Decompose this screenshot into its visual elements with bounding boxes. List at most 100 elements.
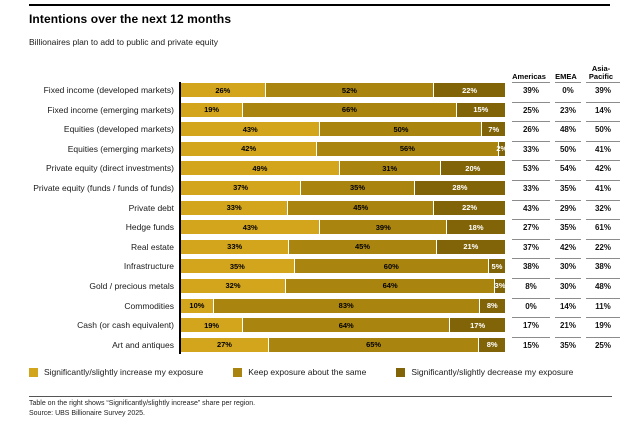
- bar-segment: 10%: [181, 298, 213, 313]
- bar-segment: 17%: [450, 318, 505, 333]
- region-value: 30%: [555, 277, 581, 294]
- bar-value-label: 35%: [349, 183, 365, 193]
- region-value: 50%: [555, 140, 581, 157]
- region-table-row: 17% 21% 19%: [512, 317, 620, 333]
- bar-value-label: 26%: [215, 85, 231, 95]
- bar-segment: 2%: [496, 141, 507, 156]
- bar-segment: 35%: [181, 259, 294, 274]
- region-value: 39%: [512, 82, 550, 98]
- bar-segment: 20%: [440, 161, 506, 176]
- region-table-row: 25% 23% 14%: [512, 101, 620, 118]
- bar-value-label: 39%: [375, 222, 391, 232]
- region-value: 19%: [586, 317, 620, 333]
- bar-value-label: 64%: [338, 320, 354, 330]
- bar-value-label: 21%: [463, 242, 479, 252]
- region-value: 11%: [586, 297, 620, 314]
- region-value: 35%: [555, 219, 581, 235]
- bar-segment: 31%: [339, 161, 440, 176]
- bar-value-label: 83%: [338, 301, 354, 311]
- stacked-bar: 43% 39% 18%: [181, 220, 505, 235]
- bar-segment: 33%: [181, 200, 288, 215]
- category-label: Gold / precious metals: [89, 280, 174, 291]
- bar-value-label: 20%: [465, 163, 481, 173]
- region-value: 25%: [512, 101, 550, 118]
- category-label: Infrastructure: [123, 261, 174, 272]
- chart-row: Equities (emerging markets) 42% 56% 2% 33% 50…: [29, 140, 629, 157]
- bar-value-label: 19%: [204, 105, 220, 115]
- stacked-bar: 33% 45% 22%: [181, 200, 505, 215]
- bar-segment: 22%: [434, 83, 505, 97]
- bar-segment: 45%: [289, 239, 436, 254]
- bar-segment: 8%: [479, 298, 505, 313]
- bar-segment: 35%: [301, 180, 414, 195]
- category-label: Private debt: [128, 202, 174, 213]
- bar-segment: 7%: [482, 122, 505, 137]
- region-value: 15%: [512, 336, 550, 353]
- region-table-header: Americas EMEA Asia- Pacific: [510, 56, 618, 82]
- region-value: 14%: [555, 297, 581, 314]
- legend-item: Keep exposure about the same: [233, 367, 366, 377]
- stacked-bar: 43% 50% 7%: [181, 122, 505, 137]
- bar-segment: 49%: [181, 161, 339, 176]
- bar-value-label: 7%: [488, 124, 500, 134]
- region-value: 50%: [586, 121, 620, 137]
- stacked-bar: 19% 66% 15%: [181, 102, 505, 117]
- legend-item: Significantly/slightly increase my expos…: [29, 367, 203, 377]
- bar-value-label: 28%: [452, 183, 468, 193]
- region-value: 14%: [586, 101, 620, 118]
- region-value: 22%: [586, 238, 620, 255]
- bar-segment: 83%: [213, 298, 479, 313]
- region-value: 61%: [586, 219, 620, 235]
- chart-row: Fixed income (developed markets) 26% 52% 22…: [29, 82, 629, 98]
- region-value: 0%: [555, 82, 581, 98]
- bar-value-label: 18%: [468, 222, 484, 232]
- bar-segment: 18%: [447, 220, 505, 235]
- chart-row: Commodities 10% 83% 8% 0% 14% 11%: [29, 297, 629, 314]
- legend-label: Significantly/slightly decrease my expos…: [411, 367, 574, 377]
- bar-segment: 65%: [268, 337, 479, 352]
- legend-label: Significantly/slightly increase my expos…: [44, 367, 204, 377]
- bar-value-label: 15%: [473, 105, 489, 115]
- bar-value-label: 33%: [226, 203, 242, 213]
- bar-value-label: 66%: [341, 105, 357, 115]
- bar-value-label: 60%: [383, 261, 399, 271]
- bar-value-label: 31%: [382, 163, 398, 173]
- region-value: 42%: [555, 238, 581, 255]
- region-table-row: 8% 30% 48%: [512, 277, 620, 294]
- figure-source: Source: UBS Billionaire Survey 2025.: [29, 410, 145, 417]
- region-table-row: 37% 42% 22%: [512, 238, 620, 255]
- region-value: 48%: [586, 277, 620, 294]
- chart-row: Private debt 33% 45% 22% 43% 29% 32%: [29, 199, 629, 216]
- region-value: 39%: [586, 82, 620, 98]
- bar-segment: 32%: [181, 278, 286, 293]
- region-table-row: 0% 14% 11%: [512, 297, 620, 314]
- region-value: 27%: [512, 219, 550, 235]
- bar-value-label: 50%: [393, 124, 409, 134]
- category-label: Real estate: [131, 241, 174, 252]
- legend-item: Significantly/slightly decrease my expos…: [396, 367, 573, 377]
- legend-swatch-icon: [396, 367, 406, 377]
- region-value: 48%: [555, 121, 581, 137]
- region-table-row: 53% 54% 42%: [512, 160, 620, 176]
- bar-value-label: 35%: [229, 261, 245, 271]
- region-value: 21%: [555, 317, 581, 333]
- region-value: 32%: [586, 199, 620, 216]
- bar-value-label: 22%: [462, 203, 478, 213]
- stacked-bar: 33% 45% 21%: [181, 239, 505, 254]
- category-label: Equities (emerging markets): [67, 143, 174, 154]
- region-table-row: 33% 35% 41%: [512, 179, 620, 196]
- region-value: 17%: [512, 317, 550, 333]
- bar-value-label: 17%: [470, 320, 486, 330]
- region-value: 41%: [586, 140, 620, 157]
- region-value: 0%: [512, 297, 550, 314]
- region-table-row: 33% 50% 41%: [512, 140, 620, 157]
- region-value: 33%: [512, 140, 550, 157]
- bar-value-label: 22%: [462, 85, 478, 95]
- category-label: Fixed income (emerging markets): [47, 104, 174, 115]
- chart-row: Cash (or cash equivalent) 19% 64% 17% 17% 21%…: [29, 317, 629, 333]
- stacked-bar: 32% 64% 3%: [181, 278, 506, 293]
- bar-value-label: 43%: [242, 124, 258, 134]
- chart-row: Art and antiques 27% 65% 8% 15% 35% 25%: [29, 336, 629, 353]
- region-value: 35%: [555, 179, 581, 196]
- chart-legend: Significantly/slightly increase my expos…: [29, 367, 603, 377]
